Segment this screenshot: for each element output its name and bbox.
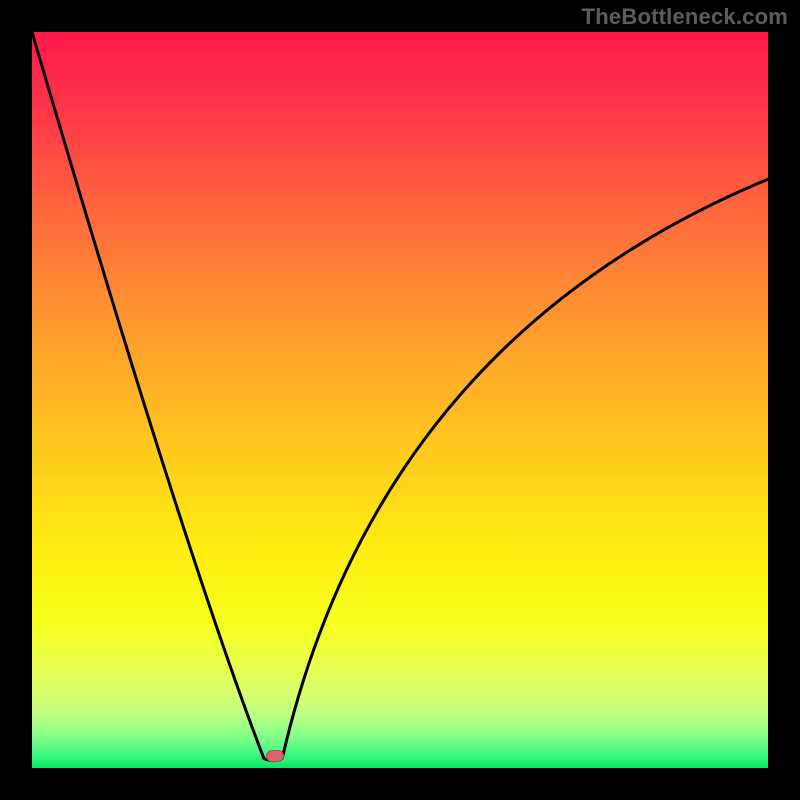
watermark-text: TheBottleneck.com: [582, 4, 788, 30]
minimum-marker: [266, 750, 284, 762]
bottleneck-curve: [32, 32, 768, 761]
chart-canvas: TheBottleneck.com: [0, 0, 800, 800]
curve-layer: [32, 32, 768, 768]
plot-area: [32, 32, 768, 768]
